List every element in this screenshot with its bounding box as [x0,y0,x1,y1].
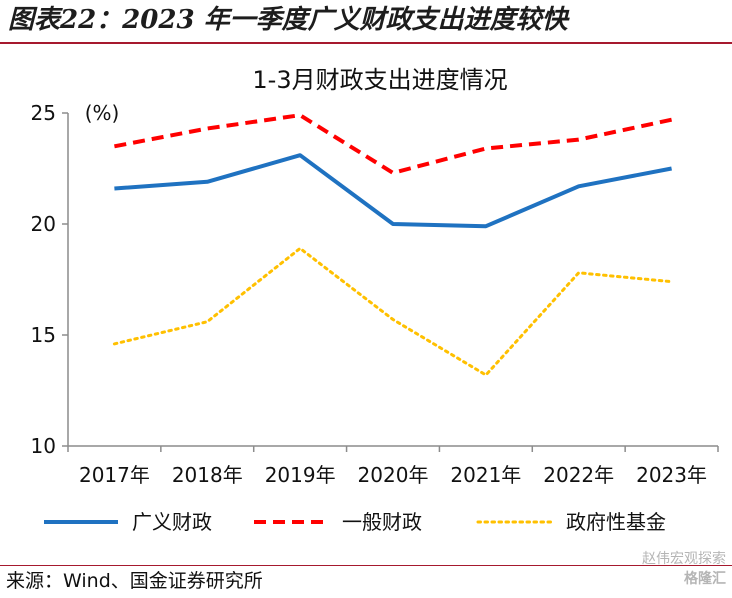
legend: 广义财政 一般财政 政府性基金 [44,510,666,534]
y-tick-label: 15 [31,323,56,347]
x-tick-label: 2018年 [172,463,243,487]
y-tick-label: 10 [31,434,56,458]
series-line-solid [114,153,672,229]
x-tick-label: 2023年 [636,463,707,487]
watermark-brand: 格隆汇 [684,571,726,587]
legend-label: 一般财政 [342,510,422,534]
figure-title: 图表22：2023 年一季度广义财政支出进度较快 [8,5,568,35]
legend-label: 政府性基金 [566,510,666,534]
y-tick-label: 25 [31,101,56,125]
watermark-text: 赵伟宏观探索 [642,551,726,567]
axes: 10 15 20 25 2017年 2018年 2019年 2020年 2021年 2022年 20… [31,101,719,487]
series-line-dotted [112,246,674,377]
y-axis-unit-label: (%) [85,101,120,125]
x-tick-label: 2020年 [358,463,429,487]
x-tick-label: 2021年 [450,463,521,487]
title-divider [0,42,732,44]
series-line-dashed [114,113,673,175]
x-tick-label: 2022年 [543,463,614,487]
source-note: 来源：Wind、国金证券研究所 [6,570,263,592]
x-tick-label: 2019年 [265,463,336,487]
chart-title: 1-3月财政支出进度情况 [252,66,507,94]
source-divider [0,565,732,566]
x-tick-label: 2017年 [79,463,150,487]
watermark: 赵伟宏观探索 格隆汇 [642,549,726,593]
legend-label: 广义财政 [132,510,212,534]
y-tick-label: 20 [31,212,56,236]
series-layer [112,113,674,377]
